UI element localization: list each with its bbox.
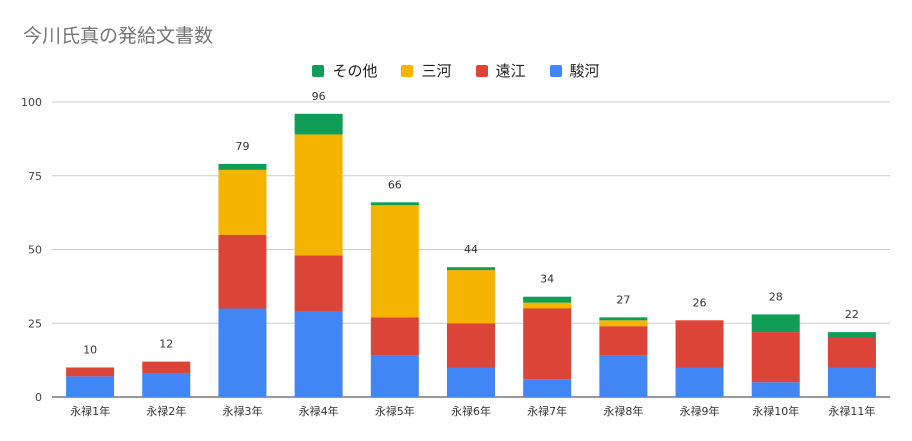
- bar-segment: [447, 323, 495, 368]
- bar-segment: [447, 267, 495, 271]
- data-label: 66: [388, 178, 402, 191]
- data-label: 34: [540, 273, 554, 286]
- bar-segment: [523, 296, 572, 303]
- x-tick-label: 永禄9年: [680, 404, 720, 418]
- x-tick-label: 永禄3年: [222, 404, 262, 418]
- data-label: 79: [235, 140, 249, 153]
- bar-segment: [751, 314, 800, 333]
- x-tick-label: 永禄5年: [375, 404, 415, 418]
- bar-segment: [218, 308, 267, 397]
- bar-segment: [523, 379, 572, 397]
- bar-segment: [294, 311, 343, 397]
- legend-item: 遠江: [475, 60, 526, 81]
- bar-segment: [370, 205, 419, 318]
- legend-label: 三河: [421, 62, 452, 80]
- x-tick-label: 永禄8年: [603, 404, 643, 418]
- bar-segment: [370, 355, 419, 397]
- bar-segment: [447, 367, 495, 397]
- bar-segment: [599, 326, 648, 356]
- y-tick-label: 75: [28, 170, 42, 183]
- y-tick-label: 25: [28, 317, 42, 330]
- y-tick-label: 50: [28, 244, 42, 257]
- bar-segment: [599, 355, 648, 397]
- bar-segment: [294, 255, 343, 312]
- data-label: 27: [616, 293, 630, 306]
- bar-segment: [523, 308, 572, 380]
- legend-label: 駿河: [569, 62, 600, 80]
- x-tick-label: 永禄10年: [752, 404, 799, 418]
- bar-segment: [599, 320, 648, 327]
- x-tick-label: 永禄2年: [146, 404, 186, 418]
- legend-item: 三河: [401, 60, 452, 81]
- bar-segment: [675, 367, 724, 397]
- legend-swatch: [312, 64, 325, 77]
- y-tick-label: 0: [35, 391, 42, 404]
- bar-segment: [599, 317, 648, 321]
- bar-segment: [294, 113, 343, 135]
- bar-segment: [294, 134, 343, 256]
- x-tick-label: 永禄7年: [527, 404, 567, 418]
- bar-segment: [142, 373, 191, 397]
- bar-segment: [827, 338, 876, 368]
- bar-segment: [66, 376, 115, 397]
- data-label: 22: [845, 308, 859, 321]
- x-tick-label: 永禄11年: [828, 404, 875, 418]
- legend-item: その他: [312, 60, 377, 81]
- bar-segment: [827, 367, 876, 397]
- legend-label: 遠江: [495, 62, 526, 80]
- bar-segment: [218, 234, 267, 309]
- bar-segment: [218, 169, 267, 235]
- data-label: 96: [312, 90, 326, 103]
- bar-segment: [827, 332, 876, 338]
- legend-swatch: [475, 64, 488, 77]
- bar-segment: [751, 332, 800, 383]
- bar-segment: [370, 202, 419, 206]
- legend-label: その他: [332, 62, 378, 80]
- legend-swatch: [401, 64, 414, 77]
- data-label: 12: [159, 338, 173, 351]
- data-label: 28: [769, 290, 783, 303]
- x-tick-label: 永禄6年: [451, 404, 491, 418]
- legend: その他 三河 遠江 駿河: [0, 60, 912, 81]
- legend-item: 駿河: [549, 60, 600, 81]
- bar-segment: [218, 163, 267, 170]
- bar-segment: [66, 367, 115, 377]
- bar-segment: [523, 302, 572, 309]
- x-tick-label: 永禄4年: [299, 404, 339, 418]
- data-label: 10: [83, 344, 97, 357]
- bar-segment: [142, 361, 191, 374]
- data-label: 44: [464, 243, 478, 256]
- bar-segment: [675, 320, 724, 368]
- y-tick-label: 100: [21, 96, 42, 109]
- chart-title: 今川氏真の発給文書数: [23, 25, 214, 47]
- data-label: 26: [693, 296, 707, 309]
- bar-segment: [751, 382, 800, 397]
- x-tick-label: 永禄1年: [70, 404, 110, 418]
- legend-swatch: [549, 64, 562, 77]
- bar-segment: [370, 317, 419, 356]
- bar-segment: [447, 270, 495, 324]
